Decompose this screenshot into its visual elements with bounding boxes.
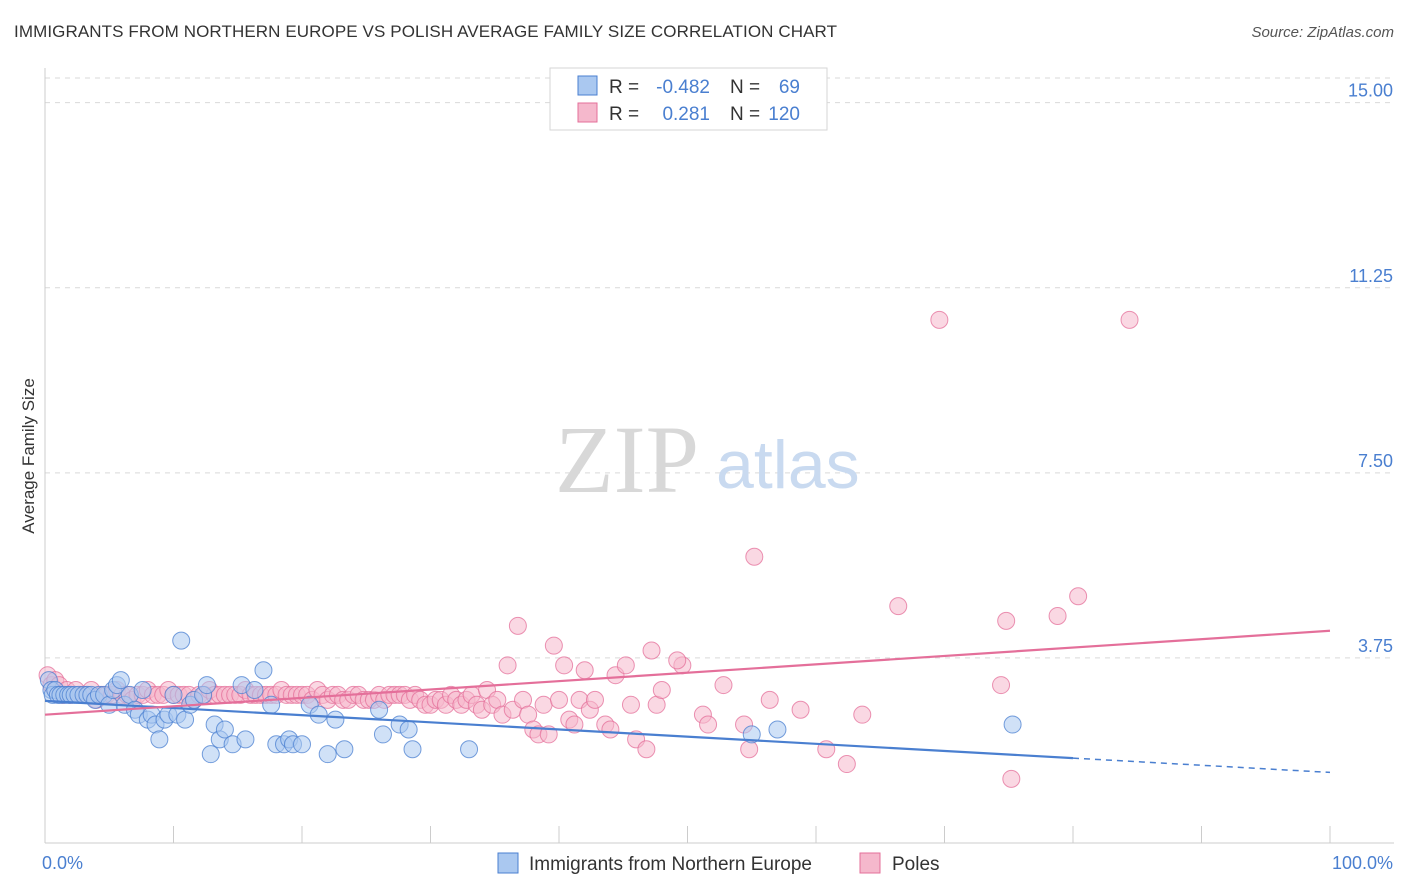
data-point [335,740,354,759]
data-point [197,676,216,695]
data-point [585,690,604,709]
data-point [992,676,1011,695]
data-point [1048,606,1067,625]
y-tick-label: 7.50 [1358,451,1393,471]
data-point [889,597,908,616]
legend-n-label-pink: N = [730,104,760,125]
data-point [575,661,594,680]
legend-n-label-blue: N = [730,77,760,98]
y-tick-label: 11.25 [1349,266,1393,286]
data-point [164,685,183,704]
data-point [621,695,640,714]
series-legend: Immigrants from Northern Europe Poles [497,852,940,875]
data-point [1120,310,1139,329]
data-point [215,720,234,739]
source-label: Source: ZipAtlas.com [1251,24,1394,41]
correlation-legend: R = -0.482 N = 69 R = 0.281 N = 120 [549,67,828,131]
data-point [508,616,527,635]
data-point [997,611,1016,630]
legend-label-poles: Poles [892,854,940,875]
data-point [150,730,169,749]
data-point [534,695,553,714]
data-point [760,690,779,709]
data-point [837,755,856,774]
data-point [742,725,761,744]
legend-label-immigrants: Immigrants from Northern Europe [529,854,812,875]
data-point [111,671,130,690]
data-point [930,310,949,329]
data-point [642,641,661,660]
data-point [498,656,517,675]
data-point [373,725,392,744]
legend-swatch-immigrants [497,852,519,874]
legend-swatch-poles [859,852,881,874]
x-tick-label-max: 100.0% [1332,853,1393,873]
trend-line-immigrants [44,699,1074,760]
data-point [550,690,568,709]
y-tick-labels: 3.75 7.50 11.25 15.00 [1348,81,1393,656]
watermark-atlas: atlas [716,427,860,503]
y-axis-label: Average Family Size [19,378,38,534]
legend-r-label-pink: R = [609,104,639,125]
data-point [699,715,718,734]
data-point [460,740,479,759]
y-tick-label: 3.75 [1358,636,1393,656]
data-point [853,705,872,724]
data-point [768,720,787,739]
legend-n-value-blue: 69 [779,77,800,98]
data-point [1002,769,1021,788]
poles-points [38,310,1139,788]
data-point [245,681,264,699]
data-point [1069,587,1088,606]
data-point [714,676,733,695]
data-point [601,720,620,739]
data-point [740,740,759,759]
legend-r-label-blue: R = [609,77,639,98]
x-tick-label-min: 0.0% [42,853,83,873]
data-point [668,651,687,670]
legend-swatch-pink [577,102,598,123]
y-tick-label: 15.00 [1348,81,1393,101]
data-point [254,661,273,680]
data-point [652,681,671,699]
trend-line-immigrants-extension [1072,757,1331,774]
data-point [745,547,764,566]
data-point [637,740,656,759]
data-point [236,730,255,749]
legend-r-value-blue: -0.482 [656,77,710,98]
legend-n-value-pink: 120 [768,104,800,125]
data-point [791,700,810,719]
legend-r-value-pink: 0.281 [662,104,710,125]
data-point [616,656,635,675]
data-point [370,700,389,719]
chart-title: IMMIGRANTS FROM NORTHERN EUROPE VS POLIS… [14,22,838,41]
data-point [326,710,345,729]
data-point [544,636,563,655]
trend-lines [44,629,1331,774]
data-point [293,735,311,754]
data-point [172,631,191,650]
legend-swatch-blue [577,75,598,96]
data-point [133,681,152,699]
gridlines [45,77,1394,659]
watermark-zip: ZIP [555,406,699,513]
trend-line-poles [44,629,1331,716]
data-point [555,656,574,675]
data-point [399,720,418,739]
data-point [318,745,337,764]
data-point [403,740,422,759]
data-point [565,715,584,734]
data-point [1003,715,1022,734]
data-point [201,745,220,764]
